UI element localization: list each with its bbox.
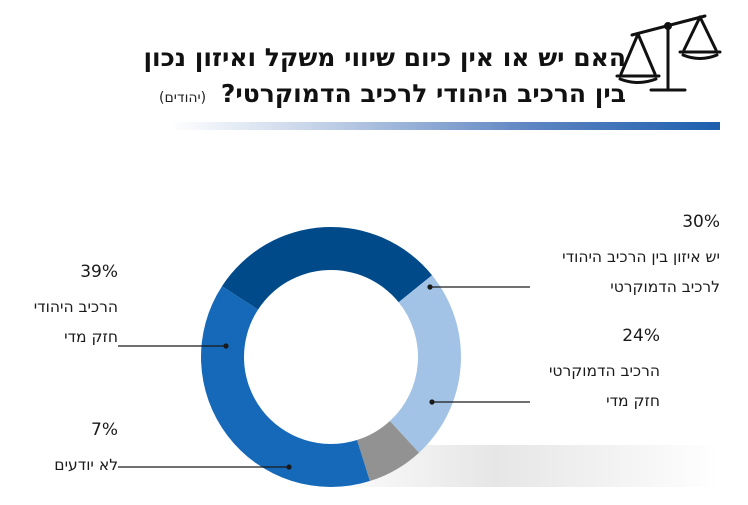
donut-chart xyxy=(201,227,461,487)
slice-label-democratic-value: 24% xyxy=(622,326,660,346)
slice-label-jewish-value: 39% xyxy=(80,262,118,282)
slice-label-dontknow-line1: לא יודעים xyxy=(54,456,118,474)
chart-subtitle: (יהודים) xyxy=(159,90,207,106)
slice-dont-know xyxy=(357,421,419,482)
slice-label-democratic-line2: חזק מדי xyxy=(606,392,660,410)
slice-balance xyxy=(221,227,433,310)
leader-democratic-dot xyxy=(429,399,435,405)
slice-label-dontknow: 7% לא יודעים xyxy=(14,420,118,480)
slice-label-democratic: 24% הרכיב הדמוקרטי חזק מדי xyxy=(480,326,660,416)
slice-label-dontknow-value: 7% xyxy=(91,420,118,440)
slice-jewish-too-strong xyxy=(201,286,370,487)
title-line-2: בין הרכיב היהודי לרכיב הדמוקרטי? (יהודים… xyxy=(26,76,626,116)
title-line-2-text: בין הרכיב היהודי לרכיב הדמוקרטי? xyxy=(220,79,626,108)
leader-lines xyxy=(118,284,530,470)
slice-label-balance: 30% יש איזון בין הרכיב היהודי לרכיב הדמו… xyxy=(490,212,720,302)
chart-title: האם יש או אין כיום שיווי משקל ואיזון נכו… xyxy=(26,40,626,116)
slice-label-balance-line2: לרכיב הדמוקרטי xyxy=(610,278,720,296)
title-underline-bar xyxy=(170,122,720,130)
slice-label-jewish-line1: הרכיב היהודי xyxy=(33,298,118,316)
slice-democratic-too-strong xyxy=(389,275,461,453)
scales-icon xyxy=(615,14,722,92)
leader-dont-know-dot xyxy=(286,464,292,470)
slice-label-jewish: 39% הרכיב היהודי חזק מדי xyxy=(14,262,118,352)
slice-label-balance-line1: יש איזון בין הרכיב היהודי xyxy=(562,248,720,266)
slice-label-jewish-line2: חזק מדי xyxy=(64,328,118,346)
leader-jewish-dot xyxy=(223,343,229,349)
slice-label-balance-value: 30% xyxy=(682,212,720,232)
slice-label-democratic-line1: הרכיב הדמוקרטי xyxy=(548,362,660,380)
leader-balance-dot xyxy=(427,284,433,290)
title-line-1: האם יש או אין כיום שיווי משקל ואיזון נכו… xyxy=(143,43,626,72)
